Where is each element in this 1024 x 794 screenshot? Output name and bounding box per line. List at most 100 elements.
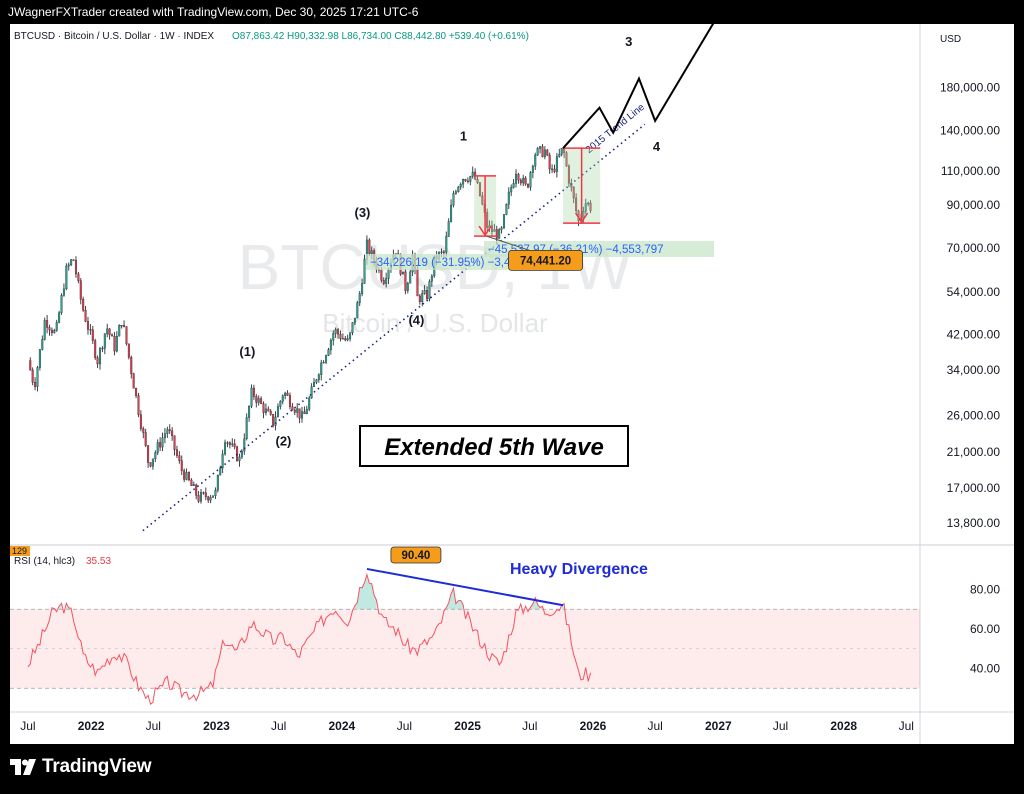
candle bbox=[486, 208, 489, 232]
candle bbox=[322, 360, 325, 364]
candle bbox=[240, 449, 243, 459]
candle bbox=[79, 278, 82, 305]
candle-body bbox=[144, 432, 147, 446]
candle-body bbox=[527, 183, 530, 188]
time-tick-label: Jul bbox=[773, 719, 788, 733]
candle bbox=[551, 164, 554, 174]
candle bbox=[303, 406, 306, 415]
candle-body bbox=[151, 458, 154, 467]
candle-body bbox=[529, 172, 532, 188]
candle bbox=[462, 178, 465, 189]
watermark-name: Bitcoin / U.S. Dollar bbox=[322, 308, 548, 338]
wave-label: (4) bbox=[408, 313, 424, 328]
candle-body bbox=[430, 275, 433, 282]
candle-body bbox=[401, 271, 404, 275]
candle bbox=[200, 489, 203, 504]
candle bbox=[224, 439, 227, 456]
candle bbox=[469, 175, 472, 186]
candle-body bbox=[298, 408, 301, 419]
price-tick-label: 90,000.00 bbox=[947, 198, 1001, 212]
candle-body bbox=[284, 392, 287, 397]
candle bbox=[195, 483, 198, 500]
candle bbox=[423, 285, 426, 295]
candle-body bbox=[86, 321, 89, 330]
candle bbox=[103, 333, 106, 355]
candle-body bbox=[305, 409, 308, 415]
candle-body bbox=[370, 250, 373, 254]
candle-body bbox=[351, 322, 354, 334]
rsi-overbought-fill bbox=[59, 603, 62, 610]
candle-body bbox=[269, 410, 272, 415]
candle bbox=[531, 164, 534, 179]
measure-arrow-head bbox=[575, 212, 589, 224]
candle bbox=[175, 445, 178, 458]
candle bbox=[329, 338, 332, 355]
rsi-overbought-fill bbox=[66, 603, 72, 610]
candle-body bbox=[115, 335, 118, 352]
tradingview-logo[interactable]: TradingView bbox=[10, 756, 152, 778]
wave-label: (2) bbox=[276, 434, 292, 449]
candle-body bbox=[560, 147, 563, 155]
candle bbox=[50, 327, 53, 336]
candle-body bbox=[197, 495, 200, 502]
candle bbox=[334, 327, 337, 338]
candle-body bbox=[457, 186, 460, 192]
divergence-line bbox=[366, 567, 564, 607]
candle bbox=[529, 170, 532, 191]
candle-body bbox=[524, 177, 527, 185]
footer-bar: TradingView bbox=[0, 744, 1024, 794]
candle-body bbox=[303, 411, 306, 415]
candle bbox=[546, 148, 549, 157]
candle-body bbox=[322, 362, 325, 364]
candle-body bbox=[84, 310, 87, 322]
candle bbox=[541, 144, 544, 158]
time-tick-label: 2026 bbox=[580, 719, 607, 733]
candle-body bbox=[575, 197, 578, 212]
candle-body bbox=[454, 191, 457, 194]
projection-path bbox=[562, 24, 715, 149]
candle-body bbox=[187, 472, 190, 481]
candle bbox=[113, 331, 116, 356]
candle bbox=[358, 291, 361, 307]
wave-label: (3) bbox=[355, 205, 371, 220]
measure-tool bbox=[474, 175, 497, 237]
candle bbox=[202, 491, 205, 495]
candle bbox=[60, 293, 63, 315]
candle bbox=[332, 330, 335, 346]
candle bbox=[226, 441, 229, 448]
candle-body bbox=[94, 340, 97, 359]
candle bbox=[91, 325, 94, 345]
candle bbox=[445, 231, 448, 257]
candle bbox=[257, 395, 260, 406]
time-tick-label: Jul bbox=[647, 719, 662, 733]
candle bbox=[130, 355, 133, 379]
time-tick-label: 2022 bbox=[78, 719, 105, 733]
candle bbox=[264, 403, 267, 416]
candle bbox=[305, 405, 308, 415]
candle-body bbox=[452, 193, 455, 206]
candle-body bbox=[120, 325, 123, 327]
candle bbox=[55, 319, 58, 332]
candle-body bbox=[426, 290, 429, 300]
candle-body bbox=[43, 320, 46, 340]
rsi-overbought-fill bbox=[530, 597, 543, 610]
candle bbox=[178, 451, 181, 464]
candle bbox=[151, 458, 154, 470]
candle bbox=[296, 403, 299, 418]
price-tick-label: 110,000.00 bbox=[941, 164, 1000, 178]
candle bbox=[351, 322, 354, 336]
candle-body bbox=[192, 484, 195, 486]
candle-body bbox=[334, 329, 337, 334]
candle bbox=[108, 328, 111, 340]
candle-body bbox=[471, 171, 474, 177]
candle-body bbox=[344, 338, 347, 341]
candle-body bbox=[50, 329, 53, 333]
candle bbox=[192, 481, 195, 486]
candle bbox=[543, 146, 546, 160]
candle-body bbox=[224, 442, 227, 455]
candle-body bbox=[507, 191, 510, 205]
candle-body bbox=[106, 328, 109, 334]
candle bbox=[478, 182, 481, 197]
